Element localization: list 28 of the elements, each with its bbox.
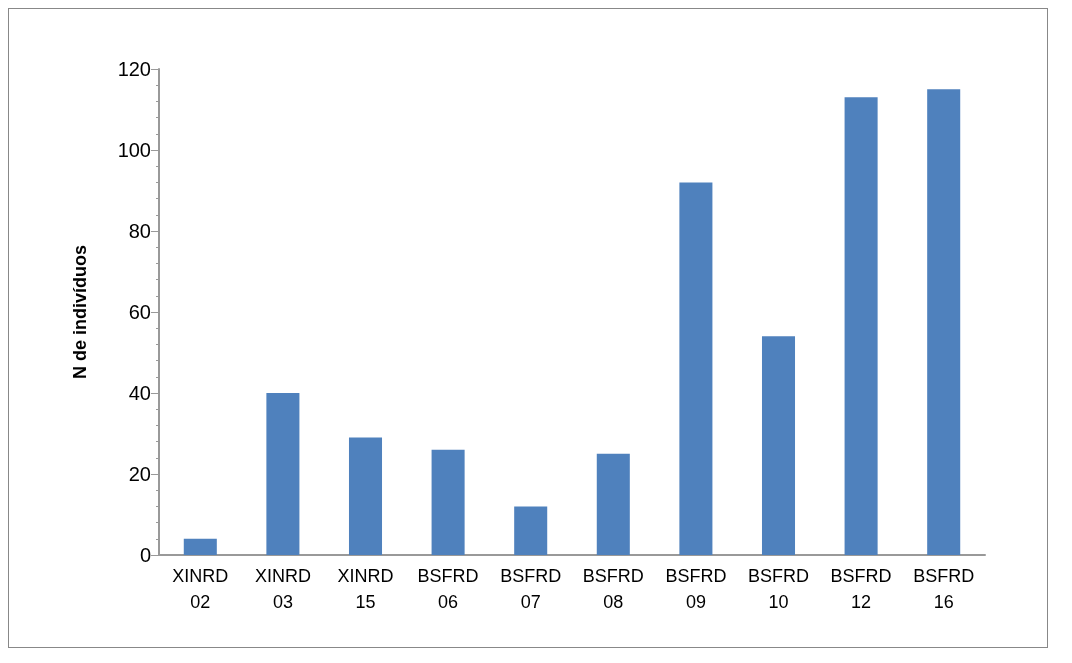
- bar: [348, 437, 383, 555]
- bar: [761, 336, 796, 555]
- y-tick-label: 40: [128, 382, 151, 404]
- bar: [183, 538, 217, 555]
- x-tick-label: XINRD 02: [172, 566, 229, 612]
- bar: [596, 453, 630, 555]
- bar: [514, 506, 548, 555]
- y-tick-label: 0: [139, 544, 151, 566]
- x-tick-label: BSFRD 10: [747, 566, 810, 612]
- bar: [844, 97, 878, 555]
- bar: [431, 449, 465, 555]
- x-tick-label: BSFRD 09: [665, 566, 727, 612]
- y-tick-label: 120: [117, 58, 151, 80]
- x-tick-label: BSFRD 16: [913, 566, 975, 612]
- x-tick-label: BSFRD 08: [582, 566, 644, 612]
- y-tick-label: 60: [128, 301, 151, 323]
- y-axis-title: N de indivíduos: [70, 244, 90, 380]
- bar: [927, 89, 961, 555]
- bar: [679, 182, 713, 555]
- x-tick-label: XINRD 15: [337, 566, 394, 612]
- y-tick-label: 100: [117, 139, 151, 161]
- x-tick-label: BSFRD 07: [500, 566, 562, 612]
- bar: [266, 393, 300, 555]
- y-tick-label: 20: [128, 463, 151, 485]
- x-tick-label: BSFRD 06: [417, 566, 479, 612]
- x-tick-label: BSFRD 12: [830, 566, 892, 612]
- x-tick-label: XINRD 03: [254, 566, 311, 612]
- y-tick-label: 80: [128, 220, 151, 242]
